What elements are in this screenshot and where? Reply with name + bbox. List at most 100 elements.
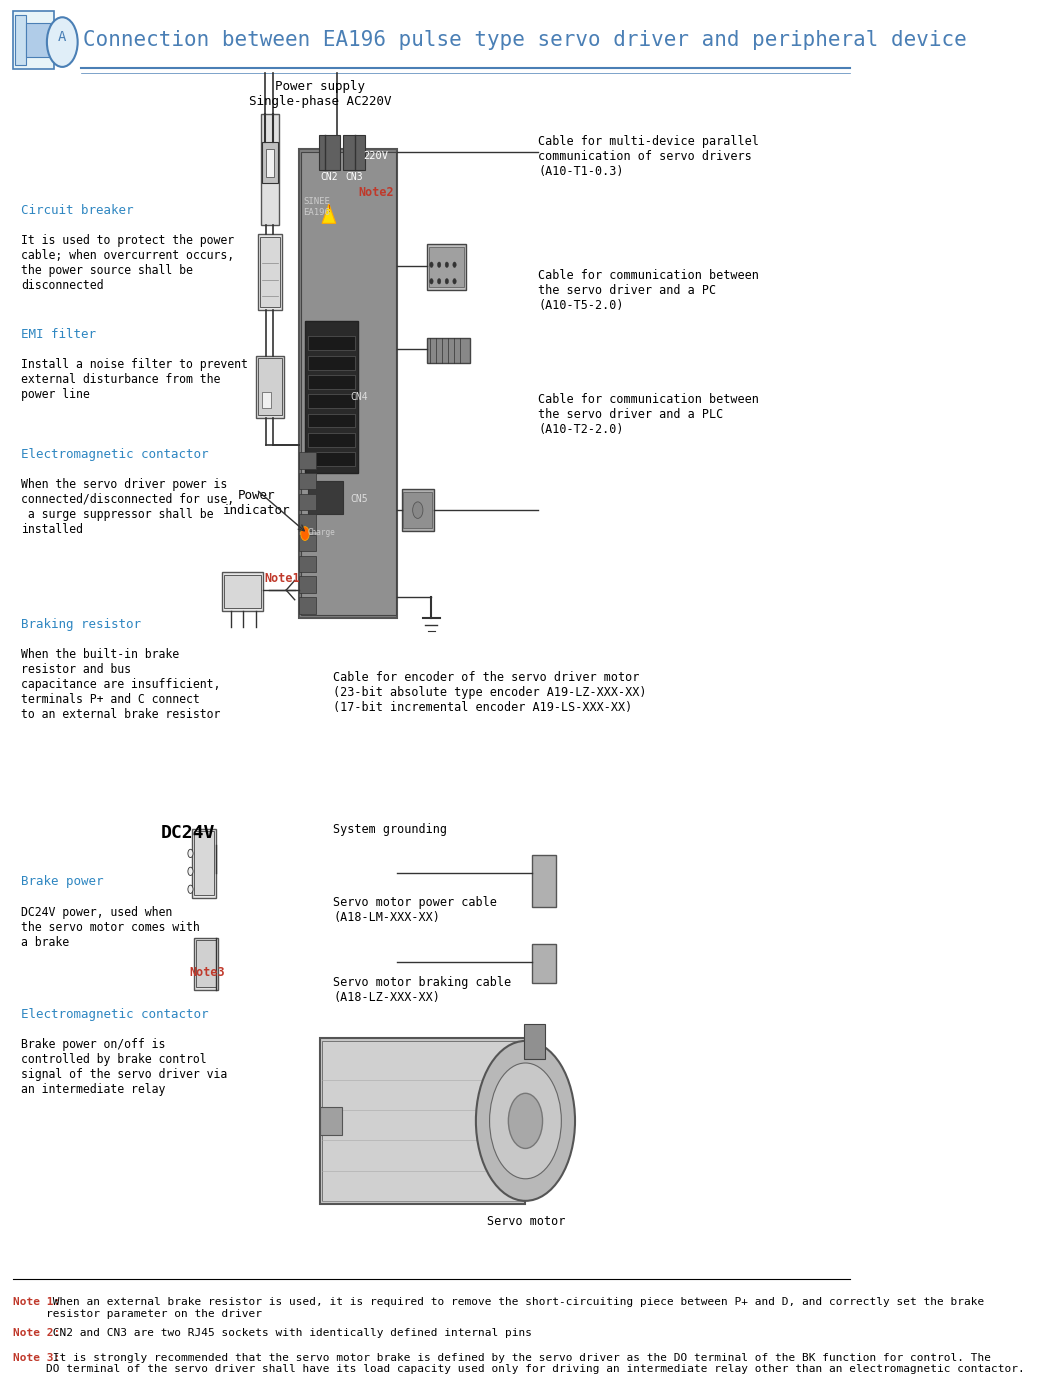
Bar bbox=[196, 940, 216, 988]
Circle shape bbox=[301, 527, 310, 541]
Bar bbox=[308, 481, 342, 515]
Bar bbox=[301, 151, 395, 614]
Bar bbox=[266, 148, 275, 176]
Text: CN3: CN3 bbox=[346, 172, 363, 182]
Text: Power
indicator: Power indicator bbox=[223, 490, 290, 517]
Circle shape bbox=[188, 867, 193, 875]
Bar bbox=[299, 535, 316, 552]
Bar bbox=[299, 577, 316, 592]
Text: Servo motor: Servo motor bbox=[487, 1215, 565, 1227]
Text: Servo motor braking cable
(A18-LZ-XXX-XX): Servo motor braking cable (A18-LZ-XXX-XX… bbox=[333, 976, 511, 1004]
Text: Electromagnetic contactor: Electromagnetic contactor bbox=[21, 448, 209, 460]
Bar bbox=[320, 1107, 341, 1135]
Text: When an external brake resistor is used, it is required to remove the short-circ: When an external brake resistor is used,… bbox=[46, 1297, 984, 1319]
Bar bbox=[427, 244, 465, 290]
Text: 220V: 220V bbox=[364, 151, 388, 161]
Text: When the built-in brake
resistor and bus
capacitance are insufficient,
terminals: When the built-in brake resistor and bus… bbox=[21, 648, 220, 721]
Text: Note 2:: Note 2: bbox=[13, 1327, 60, 1337]
Text: Note1: Note1 bbox=[265, 573, 300, 585]
Text: CN4: CN4 bbox=[350, 393, 368, 402]
Bar bbox=[257, 355, 284, 417]
Bar bbox=[308, 452, 355, 466]
Bar bbox=[299, 515, 316, 531]
Text: Note3: Note3 bbox=[190, 967, 225, 979]
Bar bbox=[13, 11, 54, 69]
Circle shape bbox=[412, 502, 423, 519]
Bar bbox=[224, 576, 262, 608]
Text: System grounding: System grounding bbox=[333, 822, 447, 836]
Circle shape bbox=[438, 279, 441, 284]
Text: CN5: CN5 bbox=[350, 494, 368, 503]
Bar bbox=[26, 24, 50, 57]
Bar bbox=[322, 1040, 524, 1201]
Bar bbox=[299, 494, 316, 510]
Text: A: A bbox=[58, 31, 67, 44]
Bar bbox=[308, 374, 355, 388]
Polygon shape bbox=[322, 204, 336, 223]
Bar bbox=[262, 141, 278, 183]
Text: CN2 and CN3 are two RJ45 sockets with identically defined internal pins: CN2 and CN3 are two RJ45 sockets with id… bbox=[46, 1327, 532, 1337]
Circle shape bbox=[438, 262, 441, 268]
Bar bbox=[403, 492, 432, 528]
Bar bbox=[320, 1037, 526, 1204]
Bar bbox=[308, 394, 355, 408]
Circle shape bbox=[47, 17, 77, 67]
Text: Note 1:: Note 1: bbox=[13, 1297, 60, 1308]
Text: DC24V: DC24V bbox=[161, 824, 215, 842]
Text: Install a noise filter to prevent
external disturbance from the
power line: Install a noise filter to prevent extern… bbox=[21, 358, 248, 401]
Circle shape bbox=[476, 1040, 575, 1201]
Bar bbox=[532, 854, 556, 907]
Bar bbox=[262, 391, 270, 408]
Circle shape bbox=[429, 279, 434, 284]
Text: Electromagnetic contactor: Electromagnetic contactor bbox=[21, 1008, 209, 1021]
Bar bbox=[402, 490, 434, 531]
Bar bbox=[258, 234, 282, 311]
Bar bbox=[319, 135, 340, 169]
Bar bbox=[194, 831, 214, 895]
Text: !: ! bbox=[326, 205, 332, 214]
Bar bbox=[15, 15, 25, 65]
Text: Charge: Charge bbox=[307, 527, 335, 537]
Bar bbox=[261, 115, 280, 225]
Circle shape bbox=[188, 885, 193, 893]
Bar bbox=[308, 337, 355, 350]
Bar bbox=[429, 247, 464, 287]
Text: Servo motor power cable
(A18-LM-XXX-XX): Servo motor power cable (A18-LM-XXX-XX) bbox=[333, 896, 497, 924]
Text: Cable for multi-device parallel
communication of servo drivers
(A10-T1-0.3): Cable for multi-device parallel communic… bbox=[538, 135, 759, 178]
Text: Cable for communication between
the servo driver and a PLC
(A10-T2-2.0): Cable for communication between the serv… bbox=[538, 393, 759, 436]
Bar bbox=[308, 433, 355, 447]
Circle shape bbox=[188, 849, 193, 857]
Text: Connection between EA196 pulse type servo driver and peripheral device: Connection between EA196 pulse type serv… bbox=[83, 31, 967, 50]
Bar bbox=[299, 473, 316, 490]
Circle shape bbox=[509, 1093, 543, 1148]
Text: Power supply
Single-phase AC220V: Power supply Single-phase AC220V bbox=[249, 80, 391, 108]
Circle shape bbox=[453, 279, 456, 284]
Text: Note2: Note2 bbox=[359, 186, 394, 200]
Text: Circuit breaker: Circuit breaker bbox=[21, 204, 134, 218]
Text: When the servo driver power is
connected/disconnected for use,
 a surge suppress: When the servo driver power is connected… bbox=[21, 479, 234, 537]
Text: Cable for communication between
the servo driver and a PC
(A10-T5-2.0): Cable for communication between the serv… bbox=[538, 269, 759, 312]
Text: It is strongly recommended that the servo motor brake is defined by the servo dr: It is strongly recommended that the serv… bbox=[46, 1352, 1024, 1375]
Text: It is used to protect the power
cable; when overcurrent occurs,
the power source: It is used to protect the power cable; w… bbox=[21, 234, 234, 293]
Bar bbox=[223, 573, 263, 610]
Circle shape bbox=[429, 262, 434, 268]
Bar bbox=[299, 148, 398, 617]
Bar bbox=[194, 938, 217, 990]
Bar bbox=[308, 355, 355, 369]
Bar bbox=[305, 322, 358, 473]
Bar bbox=[299, 452, 316, 469]
Bar bbox=[308, 413, 355, 427]
Bar bbox=[343, 135, 365, 169]
Bar bbox=[532, 945, 556, 983]
Text: Cable for encoder of the servo driver motor
(23-bit absolute type encoder A19-LZ: Cable for encoder of the servo driver mo… bbox=[333, 671, 647, 714]
Circle shape bbox=[453, 262, 456, 268]
Circle shape bbox=[445, 262, 448, 268]
Text: Brake power: Brake power bbox=[21, 875, 104, 889]
Circle shape bbox=[490, 1062, 562, 1179]
Bar bbox=[258, 358, 282, 415]
Text: Note 3:: Note 3: bbox=[13, 1352, 60, 1362]
Bar bbox=[299, 596, 316, 613]
Text: Brake power on/off is
controlled by brake control
signal of the servo driver via: Brake power on/off is controlled by brak… bbox=[21, 1037, 228, 1096]
Circle shape bbox=[445, 279, 448, 284]
Bar bbox=[427, 338, 470, 362]
